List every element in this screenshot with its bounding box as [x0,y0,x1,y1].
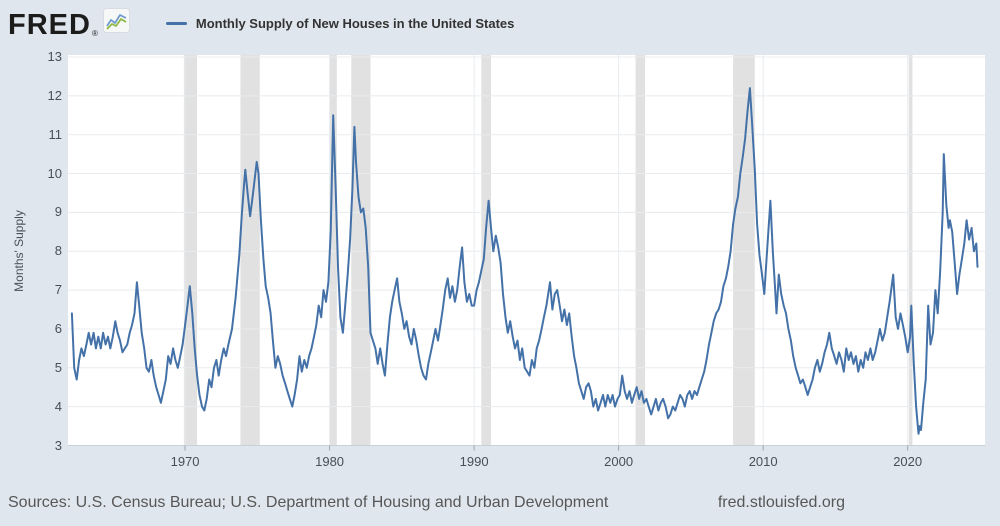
x-axis-tick-label: 1970 [170,454,200,469]
plot-background [68,55,985,446]
fred-site-link[interactable]: fred.stlouisfed.org [717,494,845,511]
recession-band [908,55,913,446]
x-axis-tick-label: 1990 [459,454,489,469]
recession-band [183,55,198,446]
recession-band [329,55,337,446]
x-axis-tick-label: 2000 [604,454,634,469]
y-axis-tick-label: 7 [54,282,62,298]
y-axis-tick-label: 3 [54,437,62,453]
chart-legend: Monthly Supply of New Houses in the Unit… [165,15,515,31]
recession-band [481,55,492,446]
y-axis-tick-label: 6 [54,320,62,336]
recession-band [733,55,755,446]
registered-trademark-icon: ® [91,28,98,38]
footer-bar: Sources: U.S. Census Bureau; U.S. Depart… [0,480,1000,526]
data-line-monthly-supply[interactable] [70,87,979,435]
legend-series-label: Monthly Supply of New Houses in the Unit… [195,15,515,31]
fred-sparkline-icon [102,7,130,38]
header-bar: FRED ® Monthly Supply of New Houses in t… [0,0,1000,46]
x-axis-tick-label: 2020 [893,454,923,469]
y-axis-tick-label: 4 [54,398,62,414]
x-axis-tick-label: 2010 [748,454,778,469]
recession-band [635,55,646,446]
y-axis-tick-label: 8 [54,243,62,259]
fred-logo-text: FRED [8,8,91,41]
y-axis-tick-label: 13 [47,49,62,64]
y-axis-tick-label: 5 [54,359,62,375]
y-axis-tick-label: 9 [54,204,62,220]
sources-text: Sources: U.S. Census Bureau; U.S. Depart… [8,494,609,511]
y-axis-tick-label: 12 [47,87,62,103]
recession-band [240,55,260,446]
fred-logo-link[interactable]: FRED ® [8,7,130,41]
y-axis-tick-label: 10 [47,165,62,181]
legend-line-swatch [165,21,187,25]
y-axis-tick-label: 11 [48,126,63,142]
x-axis-tick-label: 1980 [315,454,345,469]
